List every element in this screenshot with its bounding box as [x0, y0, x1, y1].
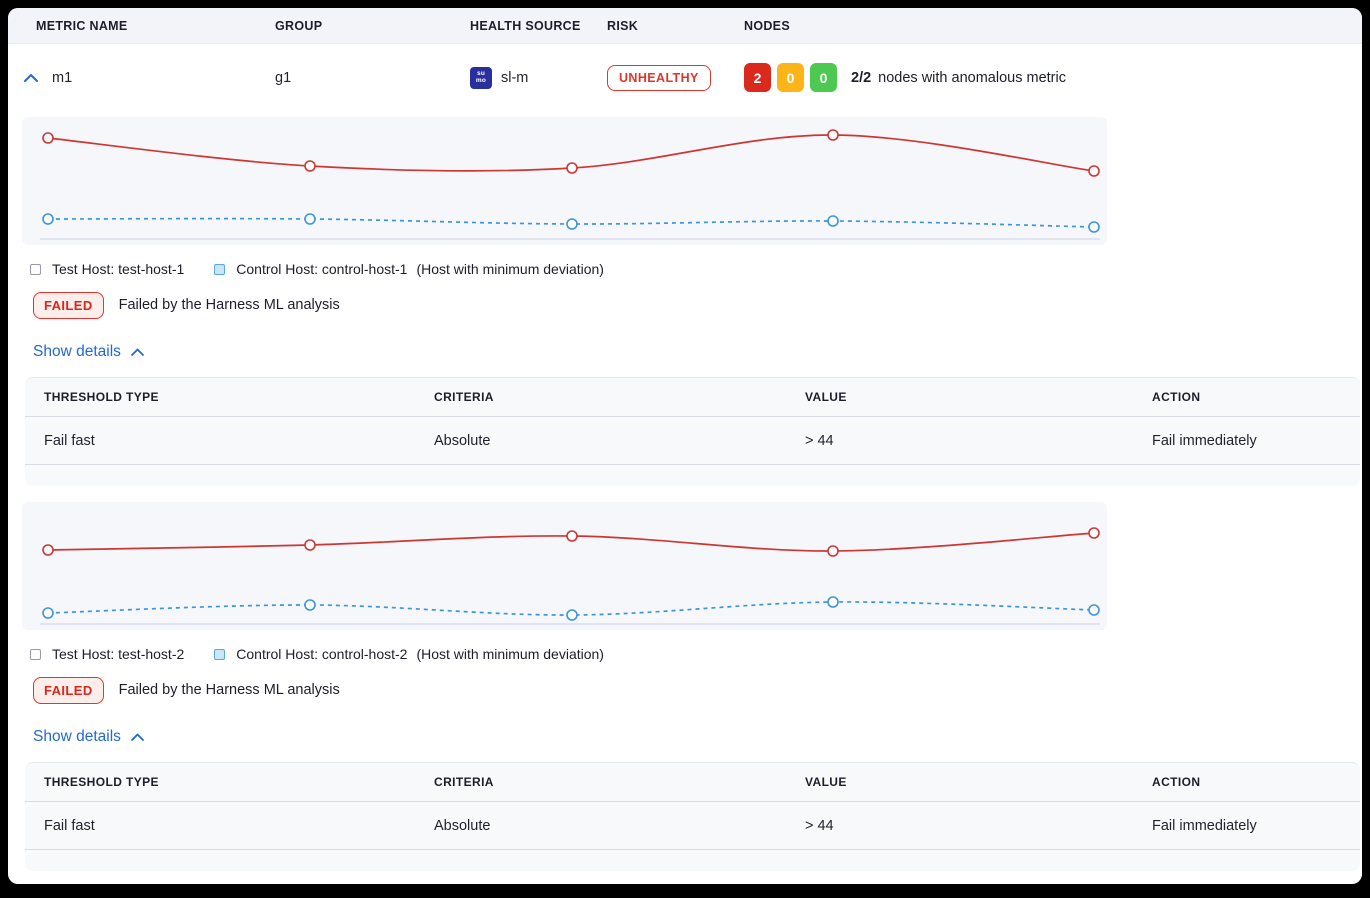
th-value: VALUE: [805, 775, 847, 789]
test-host-legend-label[interactable]: Test Host: test-host-1: [52, 261, 185, 277]
show-details-label: Show details: [33, 343, 121, 360]
failed-badge: FAILED: [33, 676, 104, 704]
th-value: VALUE: [805, 390, 847, 404]
test-host-checkbox[interactable]: [30, 263, 41, 275]
th-action: ACTION: [1152, 390, 1201, 404]
threshold-table-row: Fail fast Absolute > 44 Fail immediately: [25, 802, 1360, 850]
control-host-legend-label[interactable]: Control Host: control-host-2: [236, 646, 408, 662]
threshold-table-2: THRESHOLD TYPE CRITERIA VALUE ACTION Fai…: [25, 762, 1360, 871]
col-header-metric-name: METRIC NAME: [36, 18, 128, 33]
collapse-row-button[interactable]: [22, 69, 39, 86]
test-host-legend-label[interactable]: Test Host: test-host-2: [52, 646, 185, 662]
min-deviation-note: (Host with minimum deviation): [416, 261, 604, 277]
control-host-checkbox[interactable]: [214, 263, 226, 275]
show-details-link-1[interactable]: Show details: [33, 341, 145, 363]
sumologic-icon: su mo: [470, 66, 492, 89]
timeseries-chart-panel-1: [22, 117, 1107, 245]
metrics-table-header: METRIC NAME GROUP HEALTH SOURCE RISK NOD…: [8, 8, 1362, 44]
threshold-table-header: THRESHOLD TYPE CRITERIA VALUE ACTION: [25, 763, 1360, 802]
control-host-legend-label[interactable]: Control Host: control-host-1: [236, 261, 408, 277]
chevron-up-icon: [130, 733, 144, 741]
health-source-value: sl-m: [501, 69, 529, 86]
risk-status-badge: UNHEALTHY: [607, 64, 711, 91]
nodes-ratio: 2/2: [851, 69, 872, 86]
chart-legend-1: Test Host: test-host-1 Control Host: con…: [30, 259, 1362, 279]
host-analysis-section-2: Test Host: test-host-2 Control Host: con…: [8, 502, 1362, 871]
td-threshold-type: Fail fast: [44, 432, 95, 449]
analysis-status-message: Failed by the Harness ML analysis: [118, 297, 340, 313]
td-criteria: Absolute: [434, 432, 491, 449]
col-header-nodes: NODES: [744, 18, 790, 33]
chevron-up-icon: [23, 73, 38, 82]
analysis-status-row-2: FAILED Failed by the Harness ML analysis: [33, 676, 1362, 704]
td-action: Fail immediately: [1152, 432, 1257, 449]
analysis-status-row-1: FAILED Failed by the Harness ML analysis: [33, 291, 1362, 319]
th-criteria: CRITERIA: [434, 775, 494, 789]
failed-badge: FAILED: [33, 291, 104, 319]
show-details-link-2[interactable]: Show details: [33, 726, 145, 748]
td-action: Fail immediately: [1152, 817, 1257, 834]
td-criteria: Absolute: [434, 817, 491, 834]
td-threshold-type: Fail fast: [44, 817, 95, 834]
sumologic-icon-text-2: mo: [475, 76, 487, 84]
th-threshold-type: THRESHOLD TYPE: [44, 390, 159, 404]
chevron-up-icon: [130, 348, 144, 356]
node-count-badge-unhealthy: 2: [744, 63, 771, 92]
host-analysis-section-1: Test Host: test-host-1 Control Host: con…: [8, 117, 1362, 486]
node-count-badge-warning: 0: [777, 63, 804, 92]
td-value: > 44: [805, 432, 834, 449]
timeseries-chart-1[interactable]: [22, 117, 1107, 245]
threshold-table-1: THRESHOLD TYPE CRITERIA VALUE ACTION Fai…: [25, 377, 1360, 486]
col-header-health-source: HEALTH SOURCE: [470, 18, 581, 33]
sumologic-icon-text-1: su: [477, 69, 485, 77]
chart-legend-2: Test Host: test-host-2 Control Host: con…: [30, 644, 1362, 664]
threshold-table-header: THRESHOLD TYPE CRITERIA VALUE ACTION: [25, 378, 1360, 417]
node-count-badge-healthy: 0: [810, 63, 837, 92]
col-header-risk: RISK: [607, 18, 639, 33]
analysis-status-message: Failed by the Harness ML analysis: [118, 682, 340, 698]
timeseries-chart-panel-2: [22, 502, 1107, 630]
th-criteria: CRITERIA: [434, 390, 494, 404]
td-value: > 44: [805, 817, 834, 834]
app-window: METRIC NAME GROUP HEALTH SOURCE RISK NOD…: [8, 8, 1362, 884]
metric-row: m1 g1 su mo sl-m UNHEALTHY 2 0 0 2/2 nod…: [8, 44, 1362, 111]
threshold-table-row: Fail fast Absolute > 44 Fail immediately: [25, 417, 1360, 465]
th-action: ACTION: [1152, 775, 1201, 789]
nodes-summary: nodes with anomalous metric: [878, 69, 1066, 86]
col-header-group: GROUP: [275, 18, 323, 33]
control-host-checkbox[interactable]: [214, 648, 226, 660]
test-host-checkbox[interactable]: [30, 648, 41, 660]
min-deviation-note: (Host with minimum deviation): [416, 646, 604, 662]
metric-name-value: m1: [52, 69, 73, 86]
show-details-label: Show details: [33, 728, 121, 745]
timeseries-chart-2[interactable]: [22, 502, 1107, 630]
th-threshold-type: THRESHOLD TYPE: [44, 775, 159, 789]
group-value: g1: [275, 69, 292, 86]
